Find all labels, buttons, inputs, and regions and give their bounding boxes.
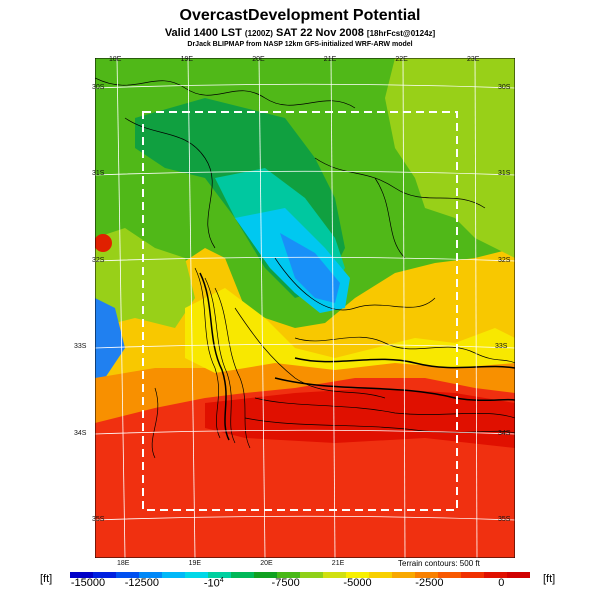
- colorbar-label-0: -15000: [70, 577, 106, 589]
- lon-tick-top-3: 21E: [323, 56, 337, 63]
- model-source: DrJack BLIPMAP from NASP 12km GFS-initia…: [187, 41, 413, 48]
- lon-tick-top-5: 23E: [467, 56, 480, 63]
- colorbar-segment: [323, 572, 347, 578]
- lon-tick-top-1: 19E: [180, 56, 194, 63]
- lat-tick-right-0: 30S: [498, 84, 511, 91]
- lon-tick-bottom-1: 19E: [188, 560, 202, 567]
- colorbar-label-6: 0: [498, 577, 505, 589]
- colorbar-segment: [507, 572, 530, 578]
- lat-tick-left-0: 30S: [92, 84, 105, 91]
- terrain-contour-note: Terrain contours: 500 ft: [398, 559, 480, 568]
- lon-tick-top-2: 20E: [252, 56, 265, 63]
- colorbar-segment: [116, 572, 140, 578]
- valid-date: SAT 22 Nov 2008: [276, 27, 364, 39]
- colorbar-segment: [231, 572, 255, 578]
- colorbar-segment: [208, 572, 232, 578]
- field-lime-north: [385, 58, 515, 258]
- lat-tick-left-1: 31S: [92, 170, 105, 178]
- lat-tick-left-5: 35S: [92, 516, 105, 523]
- forecast-map: [95, 58, 515, 558]
- lat-tick-left-3: 33S: [74, 343, 87, 351]
- lat-tick-right-5: 35S: [498, 516, 511, 523]
- colorbar-segment: [484, 572, 508, 578]
- colorbar-segment: [392, 572, 416, 578]
- terrain-contours-bold: [199, 272, 515, 441]
- lat-tick-right-1: 31S: [498, 170, 511, 178]
- lat-tick-left-4: 34S: [74, 429, 87, 437]
- colorbar-segment: [185, 572, 209, 578]
- colorbar-segment: [438, 572, 462, 578]
- colorbar-segment: [70, 572, 94, 578]
- colorbar-segment: [346, 572, 370, 578]
- colorbar-label-4: -5000: [343, 577, 372, 589]
- colorbar-segment: [461, 572, 485, 578]
- lat-tick-right-2: 32S: [498, 256, 511, 264]
- lon-tick-bottom-0: 18E: [117, 560, 130, 567]
- field-blue-coast: [95, 298, 125, 378]
- lat-tick-right-4: 34S: [498, 429, 511, 437]
- colorbar-label-3: -7500: [271, 577, 300, 589]
- colorbar-segment: [415, 572, 439, 578]
- lon-tick-bottom-3: 21E: [331, 560, 345, 567]
- map-subtitle: Valid 1400 LST (1200Z) SAT 22 Nov 2008 […: [0, 27, 600, 39]
- colorbar-segment: [369, 572, 393, 578]
- lon-tick-top-4: 22E: [395, 56, 408, 63]
- colorbar-segment: [300, 572, 324, 578]
- lat-lon-grid: [95, 58, 515, 558]
- forecast-info: [18hrFcst@0124z]: [366, 29, 436, 38]
- lon-tick-bottom-2: 20E: [260, 560, 273, 567]
- terrain-contours: [95, 77, 515, 459]
- colorbar: [70, 572, 530, 578]
- field-blue: [280, 233, 340, 303]
- lat-tick-right-3: 33S: [495, 343, 508, 351]
- lon-tick-top-0: 18E: [109, 56, 122, 63]
- colorbar-unit-right: [ft]: [543, 573, 556, 585]
- inner-domain-box: [142, 111, 458, 511]
- colorbar-segment: [162, 572, 186, 578]
- colorbar-label-2: -104: [203, 577, 224, 590]
- map-title: OvercastDevelopment Potential: [179, 7, 421, 24]
- colorbar-label-1: -12500: [124, 577, 160, 589]
- field-red-spot: [95, 234, 112, 252]
- colorbar-segment: [277, 572, 301, 578]
- utc-time: (1200Z): [244, 29, 273, 38]
- valid-time: Valid 1400 LST: [164, 27, 242, 39]
- lat-tick-left-2: 32S: [92, 256, 105, 264]
- colorbar-unit-left: [ft]: [40, 573, 53, 585]
- colorbar-segment: [254, 572, 278, 578]
- colorbar-segment: [93, 572, 117, 578]
- colorbar-label-5: -2500: [415, 577, 444, 589]
- colorbar-segment: [139, 572, 163, 578]
